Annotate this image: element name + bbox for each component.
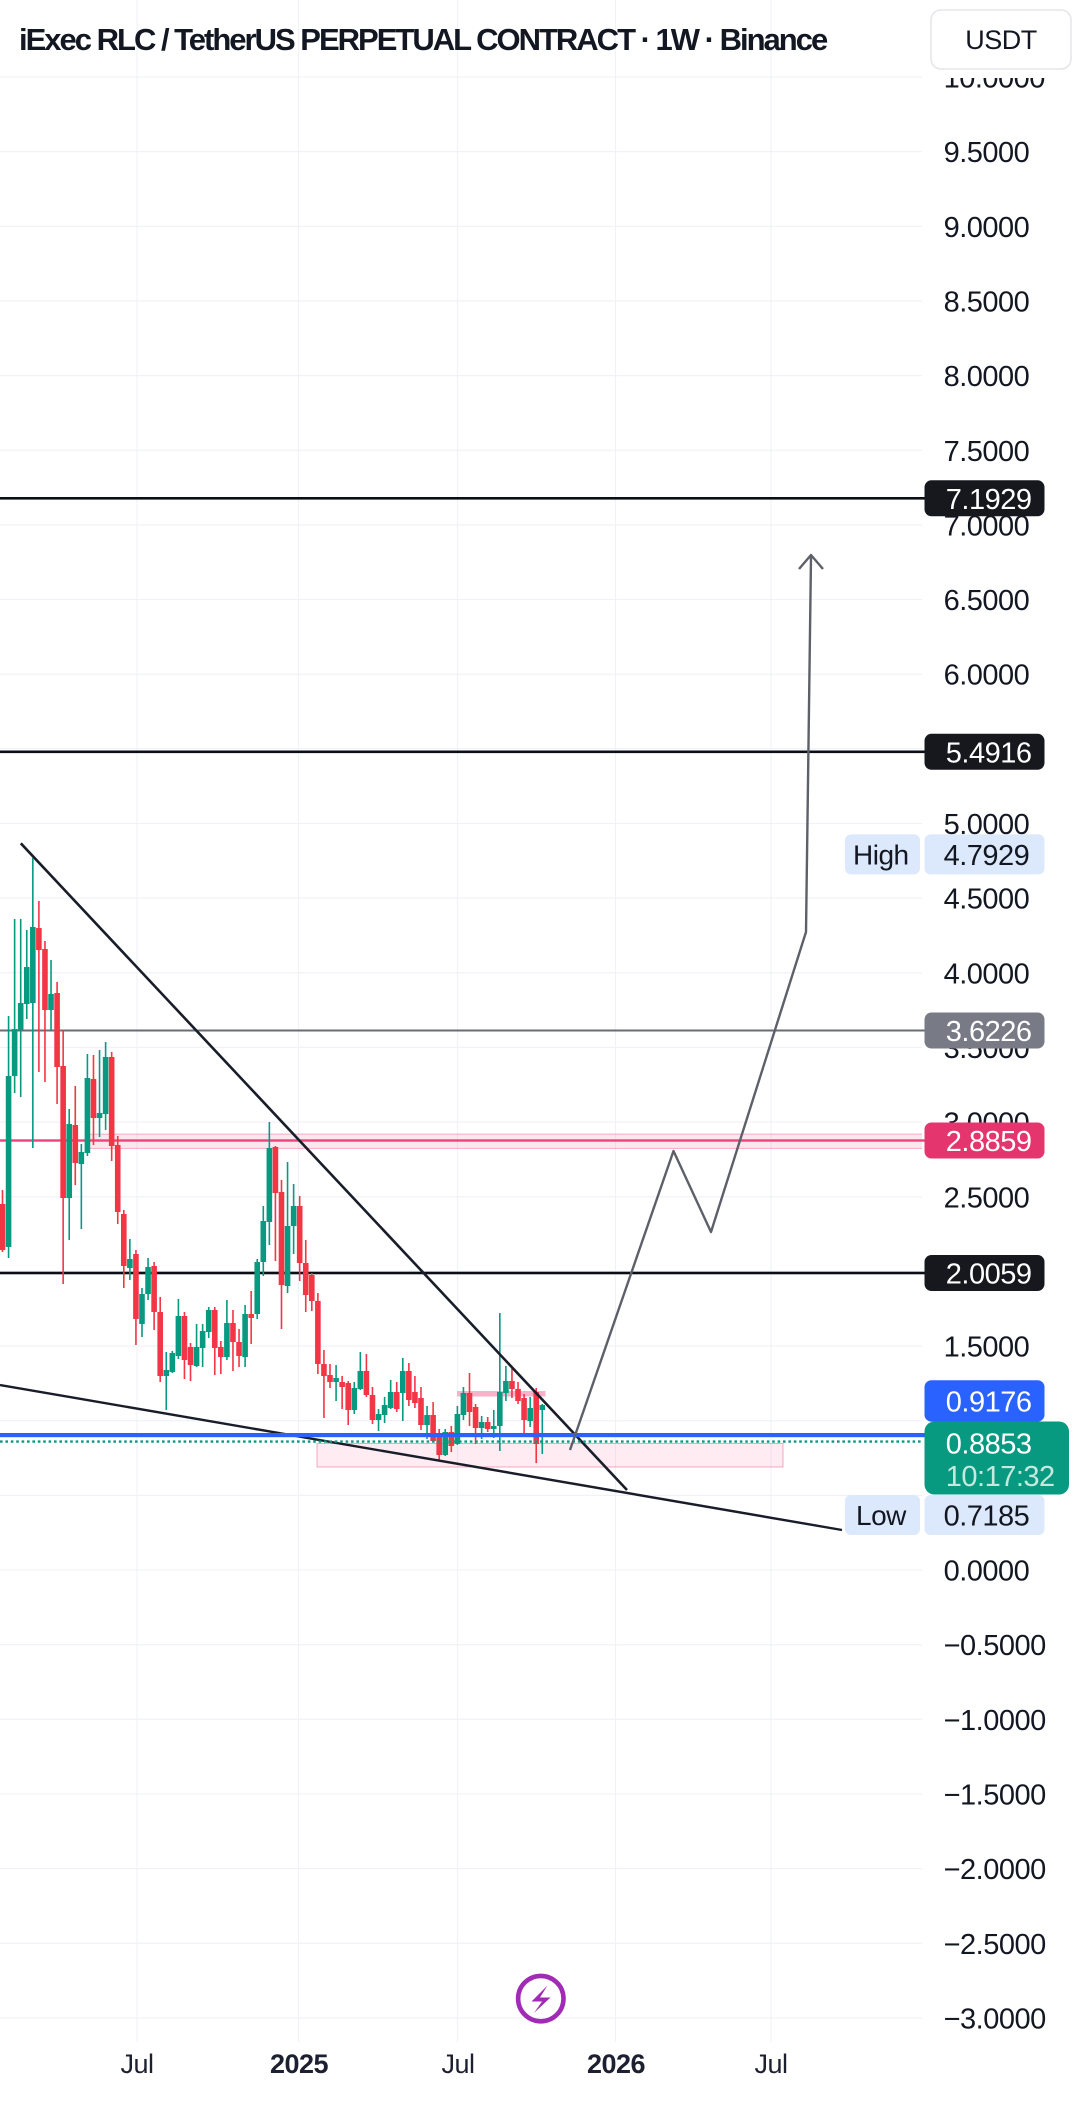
svg-text:5.4916: 5.4916 [946, 737, 1032, 769]
svg-text:−2.5000: −2.5000 [944, 1929, 1046, 1961]
svg-text:1.5000: 1.5000 [944, 1332, 1030, 1364]
svg-text:0.7185: 0.7185 [944, 1501, 1030, 1533]
svg-text:Jul: Jul [441, 2049, 474, 2079]
svg-text:8.5000: 8.5000 [944, 286, 1030, 318]
svg-text:9.5000: 9.5000 [944, 137, 1030, 169]
svg-text:2.8859: 2.8859 [946, 1126, 1032, 1158]
svg-text:USDT: USDT [965, 25, 1037, 55]
svg-text:9.0000: 9.0000 [944, 212, 1030, 244]
svg-text:2.5000: 2.5000 [944, 1182, 1030, 1214]
svg-text:2025: 2025 [270, 2049, 329, 2079]
svg-text:3.6226: 3.6226 [946, 1016, 1032, 1048]
svg-text:7.1929: 7.1929 [946, 484, 1032, 516]
svg-text:−2.0000: −2.0000 [944, 1854, 1046, 1886]
svg-text:Low: Low [856, 1500, 907, 1531]
svg-text:8.0000: 8.0000 [944, 361, 1030, 393]
svg-text:4.0000: 4.0000 [944, 958, 1030, 990]
svg-text:2026: 2026 [587, 2049, 646, 2079]
svg-text:−3.0000: −3.0000 [944, 2003, 1046, 2035]
svg-text:−0.5000: −0.5000 [944, 1630, 1046, 1662]
svg-text:0.0000: 0.0000 [944, 1556, 1030, 1588]
svg-text:4.5000: 4.5000 [944, 884, 1030, 916]
svg-text:4.7929: 4.7929 [944, 840, 1030, 872]
svg-text:Jul: Jul [754, 2049, 787, 2079]
svg-text:6.0000: 6.0000 [944, 660, 1030, 692]
svg-text:Jul: Jul [120, 2049, 153, 2079]
svg-text:10.0000: 10.0000 [944, 63, 1045, 95]
svg-text:−1.5000: −1.5000 [944, 1779, 1046, 1811]
svg-text:High: High [853, 839, 909, 870]
svg-text:2.0059: 2.0059 [946, 1259, 1032, 1291]
svg-text:iExec RLC / TetherUS PERPETUAL: iExec RLC / TetherUS PERPETUAL CONTRACT … [19, 22, 828, 57]
svg-text:0.8853: 0.8853 [946, 1428, 1032, 1460]
svg-text:−1.0000: −1.0000 [944, 1705, 1046, 1737]
svg-text:0.9176: 0.9176 [946, 1387, 1032, 1419]
svg-text:7.5000: 7.5000 [944, 436, 1030, 468]
svg-text:6.5000: 6.5000 [944, 585, 1030, 617]
svg-text:10:17:32: 10:17:32 [946, 1461, 1055, 1493]
